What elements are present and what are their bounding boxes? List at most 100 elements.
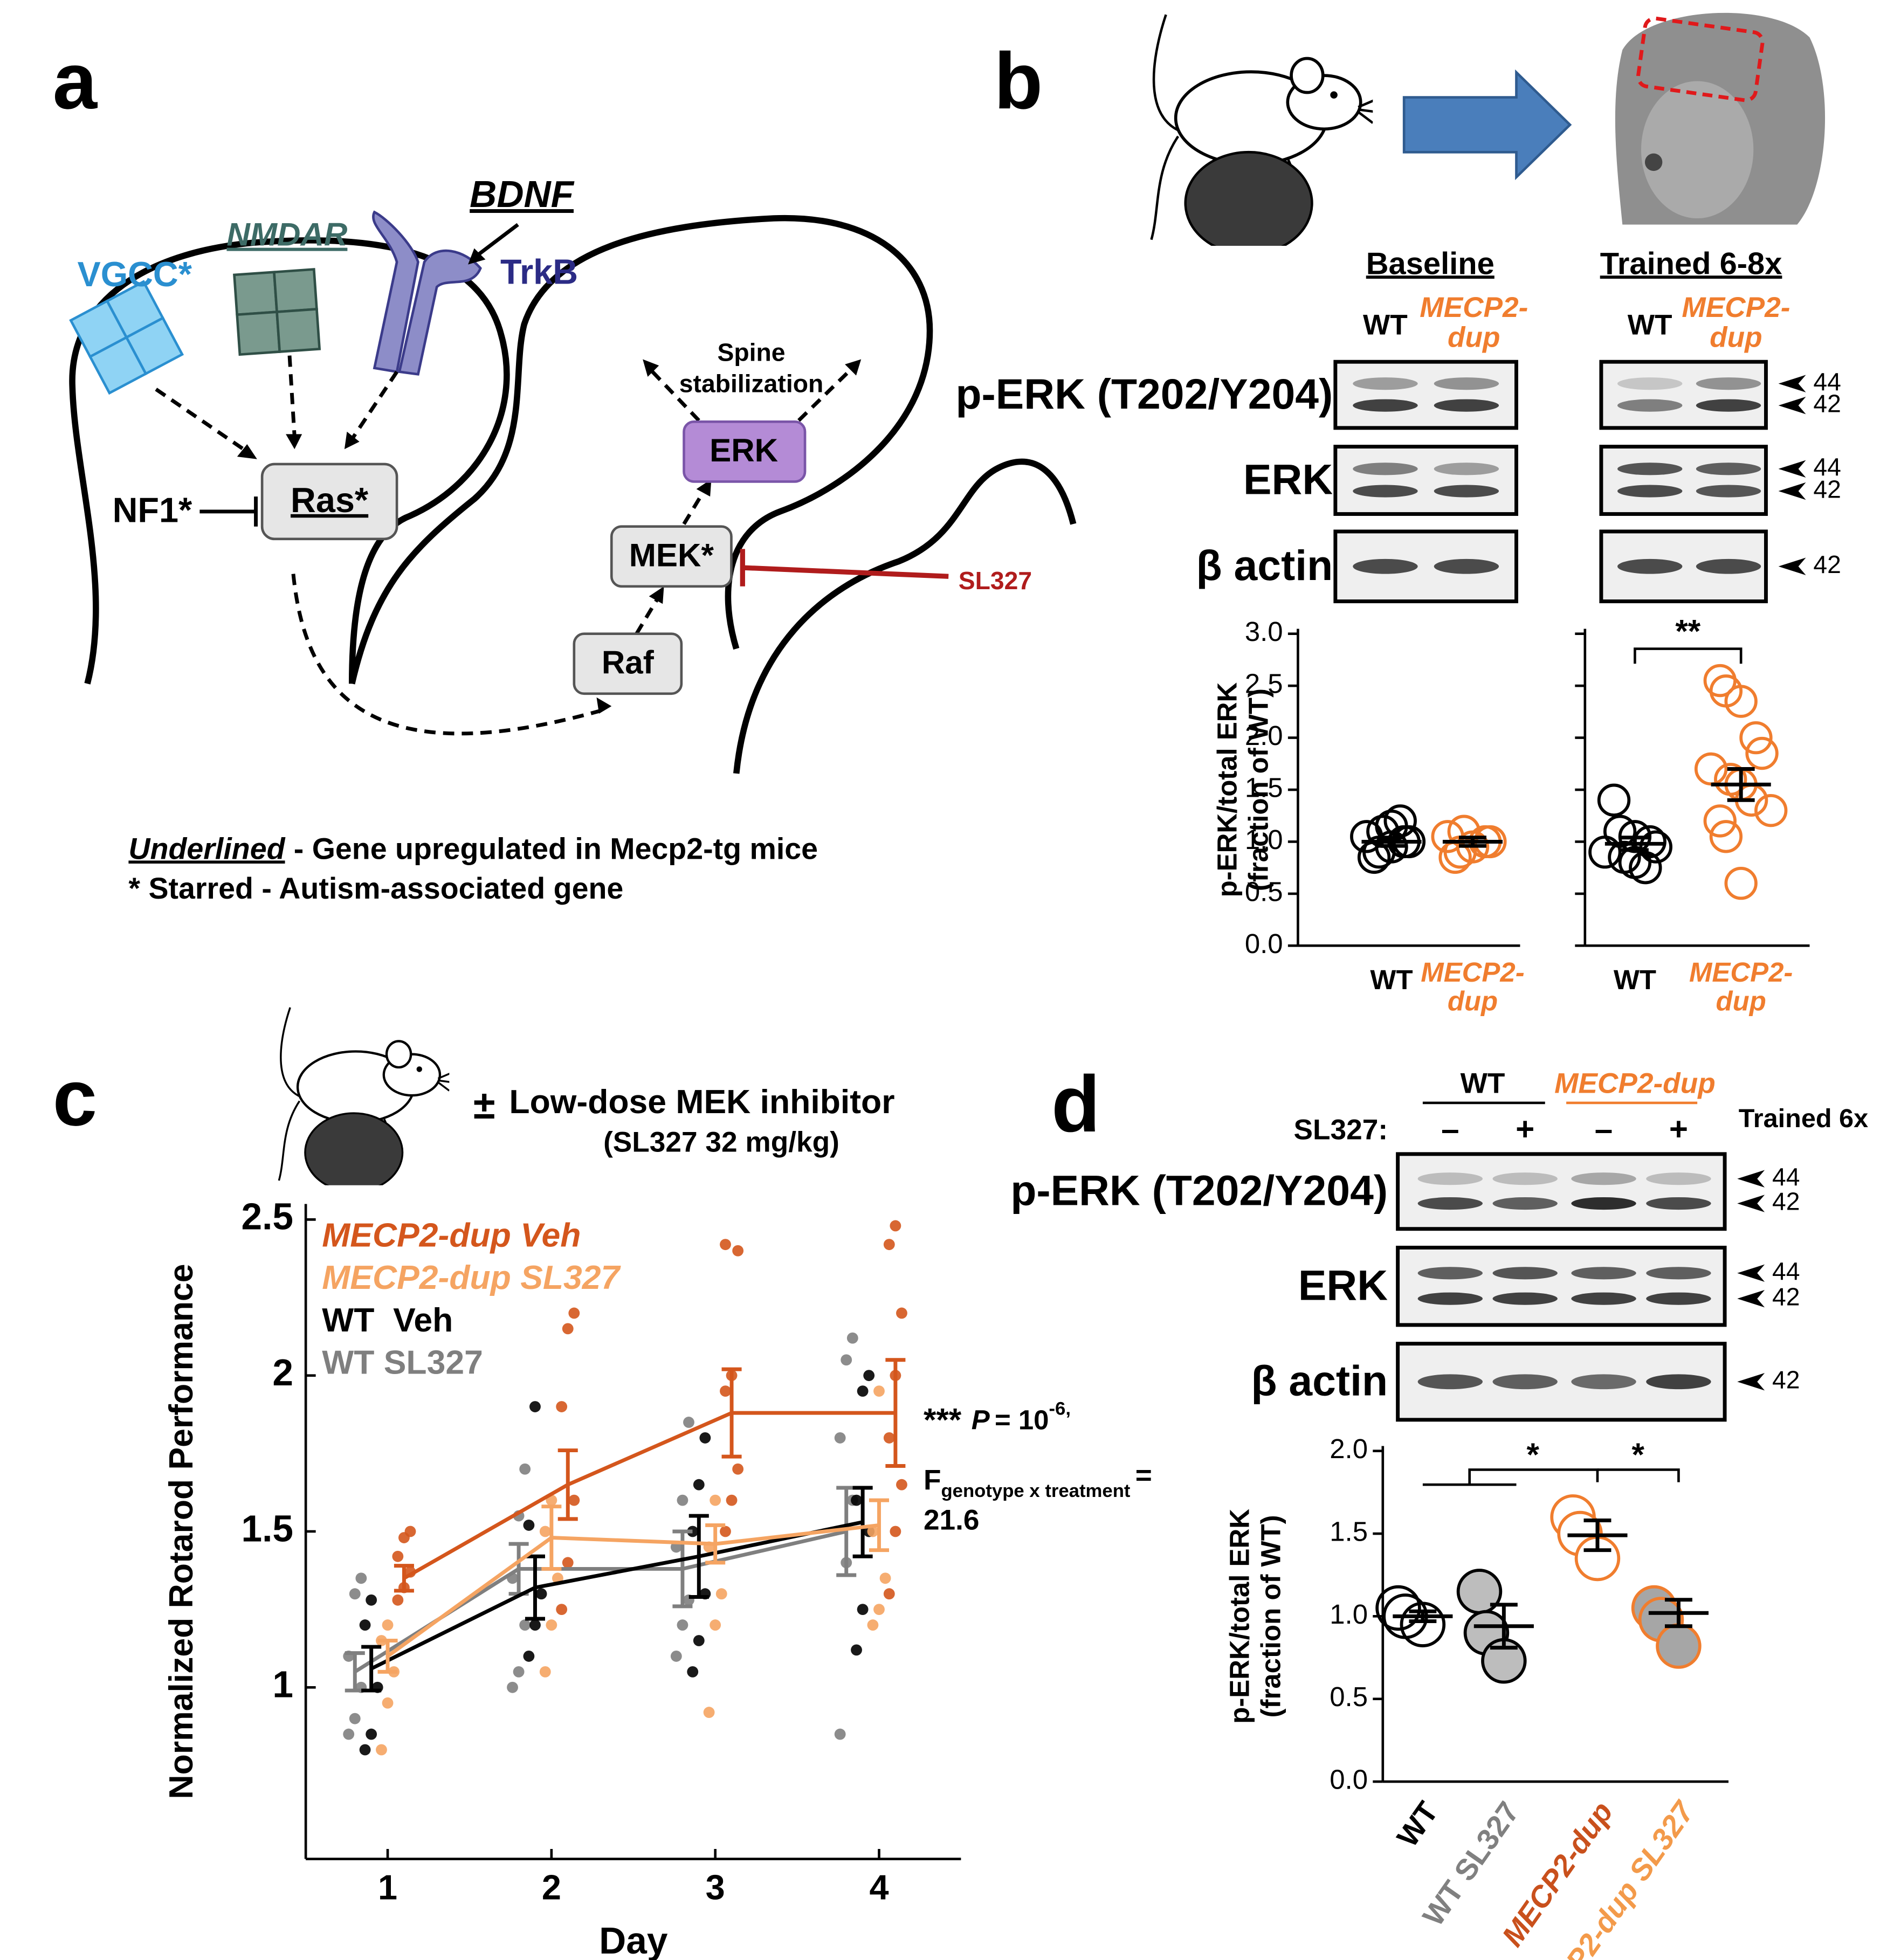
data-point bbox=[857, 1604, 869, 1616]
x-tick-label: WT bbox=[1614, 964, 1656, 995]
data-point bbox=[1709, 820, 1743, 853]
inhibition-arrow bbox=[740, 549, 949, 586]
nmdar-channel bbox=[233, 268, 321, 356]
y-tick-label: 2.0 bbox=[1245, 720, 1283, 751]
data-point bbox=[703, 1707, 715, 1718]
blot-row-label: ERK bbox=[1243, 456, 1333, 503]
data-point bbox=[1739, 721, 1773, 755]
error-bar bbox=[869, 1498, 890, 1552]
trkb-receptor bbox=[372, 210, 482, 376]
y-tick-label: 1 bbox=[272, 1664, 293, 1706]
blot bbox=[1396, 1245, 1727, 1327]
legend-entry: WT SL327 bbox=[322, 1344, 483, 1382]
node-label: stabilization bbox=[679, 369, 823, 397]
data-point bbox=[687, 1666, 699, 1678]
blot bbox=[1396, 1152, 1727, 1231]
blot-band bbox=[1417, 1292, 1483, 1305]
data-point bbox=[562, 1557, 574, 1569]
x-tick-label: 4 bbox=[869, 1868, 889, 1907]
legend-entry: WT Veh bbox=[322, 1301, 453, 1339]
blot-row-label: p-ERK (T202/Y204) bbox=[1010, 1167, 1388, 1214]
data-point bbox=[556, 1604, 568, 1616]
blot-band bbox=[1417, 1197, 1483, 1210]
y-axis-label: (fraction of WT) bbox=[1256, 1515, 1286, 1717]
y-axis-label: p-ERK/total ERK bbox=[1224, 1509, 1255, 1724]
header-text: (SL327 32 mg/kg) bbox=[603, 1126, 839, 1158]
data-point bbox=[519, 1619, 531, 1631]
data-point bbox=[568, 1307, 580, 1319]
node-label: BDNF bbox=[470, 173, 574, 215]
data-point bbox=[359, 1619, 371, 1631]
marker-arrow bbox=[1778, 557, 1806, 575]
brain-slice bbox=[1615, 12, 1826, 225]
data-point bbox=[1754, 793, 1788, 827]
data-point bbox=[851, 1644, 862, 1656]
data-point bbox=[896, 1307, 907, 1319]
lane-label: MECP2- bbox=[1682, 292, 1790, 323]
data-point bbox=[1724, 866, 1758, 900]
y-tick-label: 1.5 bbox=[1330, 1516, 1368, 1547]
blot-band bbox=[1571, 1172, 1636, 1185]
data-point bbox=[382, 1697, 394, 1709]
y-tick-label: 2.5 bbox=[1245, 668, 1283, 699]
spine-outline bbox=[733, 458, 1077, 774]
error-bar bbox=[1378, 836, 1406, 848]
blot-band bbox=[1492, 1374, 1558, 1390]
svg-text:***P= 10-6,: *** P = 10-6, bbox=[924, 1399, 1071, 1438]
data-point bbox=[883, 1588, 895, 1600]
y-tick-label: 2 bbox=[272, 1351, 293, 1393]
panel-label: b bbox=[994, 37, 1043, 126]
blot-band bbox=[1353, 558, 1418, 574]
arrow bbox=[1402, 69, 1572, 181]
blot-band bbox=[1492, 1267, 1558, 1280]
significance-label: * bbox=[1631, 1437, 1644, 1473]
data-point bbox=[857, 1385, 869, 1397]
legend-entry: MECP2-dup SL327 bbox=[322, 1259, 621, 1296]
blot-band bbox=[1417, 1172, 1483, 1185]
node-label: NMDAR bbox=[226, 217, 348, 253]
y-axis-label: (fraction of WT) bbox=[1243, 688, 1273, 891]
spine-diagram bbox=[69, 215, 1077, 774]
data-point bbox=[392, 1550, 404, 1562]
node-label: Spine bbox=[718, 339, 786, 367]
data-point bbox=[568, 1494, 580, 1506]
data-point bbox=[366, 1594, 377, 1606]
vgcc-channel bbox=[69, 280, 184, 395]
y-tick-label: 0.5 bbox=[1245, 876, 1283, 907]
data-point bbox=[535, 1588, 547, 1600]
marker-label: 42 bbox=[1813, 550, 1841, 578]
node-label: MEK* bbox=[629, 537, 714, 573]
data-point bbox=[1724, 685, 1758, 718]
y-tick-label: 0.0 bbox=[1330, 1764, 1368, 1795]
significance-label: ** bbox=[1675, 613, 1700, 650]
blot-row-label: β actin bbox=[1251, 1357, 1388, 1405]
y-tick-label: 1.5 bbox=[1245, 772, 1283, 803]
data-point bbox=[556, 1401, 568, 1412]
data-point bbox=[873, 1604, 885, 1616]
blot-band bbox=[1434, 463, 1499, 475]
error-bar bbox=[1409, 1609, 1437, 1624]
data-point bbox=[539, 1526, 551, 1537]
data-point bbox=[392, 1594, 404, 1606]
data-point bbox=[699, 1432, 711, 1444]
blot-band bbox=[1617, 463, 1683, 475]
raf-box bbox=[573, 632, 683, 695]
data-point bbox=[349, 1713, 361, 1724]
marker-label: 44 bbox=[1772, 1257, 1800, 1285]
blot bbox=[1599, 445, 1768, 516]
data-point bbox=[376, 1744, 387, 1756]
data-point bbox=[710, 1494, 721, 1506]
mek-box bbox=[610, 525, 733, 588]
blot-band bbox=[1417, 1267, 1483, 1280]
data-point bbox=[546, 1619, 557, 1631]
header-text: Low-dose MEK inhibitor bbox=[509, 1083, 894, 1121]
data-point bbox=[873, 1385, 885, 1397]
data-point bbox=[846, 1332, 858, 1344]
blot-band bbox=[1617, 485, 1683, 498]
node-label: VGCC* bbox=[78, 254, 192, 294]
stat-annotation: *** P = 10-6, Fgenotype x treatment = 21.6 bbox=[924, 1399, 1152, 1536]
blot-band bbox=[1646, 1267, 1711, 1280]
marker-arrow bbox=[1737, 1289, 1765, 1308]
data-point bbox=[841, 1354, 852, 1366]
blot-band bbox=[1646, 1374, 1711, 1390]
